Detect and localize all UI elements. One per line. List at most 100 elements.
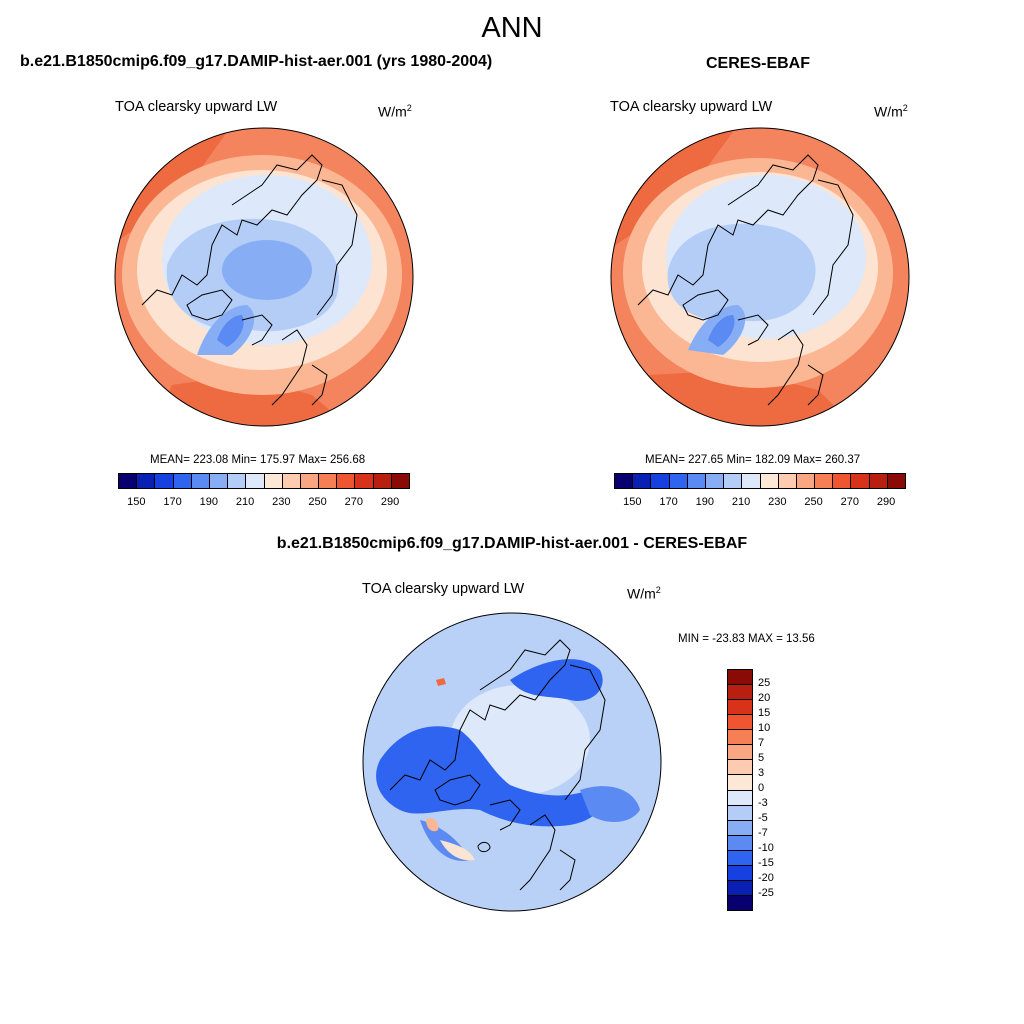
diff-colorbar-label: -5	[758, 812, 768, 824]
obs-panel-title: CERES-EBAF	[706, 55, 811, 72]
model-colorbar-swatch	[391, 474, 409, 488]
diff-colorbar-labels: 25 20 15 10 7 5 3 0 -3 -5 -7 -10 -15 -20 -25	[758, 669, 798, 909]
obs-colorbar-swatch	[742, 474, 761, 488]
obs-colorbar-swatch	[651, 474, 670, 488]
obs-colorbar-tick-label: 270	[840, 496, 859, 508]
obs-polar-map	[610, 127, 910, 427]
model-stats: MEAN= 223.08 Min= 175.97 Max= 256.68	[150, 454, 366, 466]
diff-colorbar-label: 20	[758, 692, 771, 704]
diff-colorbar-swatch	[728, 760, 752, 776]
diff-colorbar-swatch	[728, 700, 752, 716]
model-colorbar-tick-label: 270	[344, 496, 363, 508]
obs-colorbar-tick-label: 210	[731, 496, 751, 508]
obs-colorbar-tick-label: 150	[623, 496, 642, 508]
diff-colorbar-label: -15	[758, 857, 774, 869]
model-colorbar-tick-label: 190	[199, 496, 218, 508]
model-colorbar-swatch	[209, 474, 229, 488]
obs-colorbar-swatch	[687, 474, 706, 488]
diff-colorbar-swatch	[728, 790, 752, 806]
diff-coastlines	[389, 639, 606, 891]
diff-map-fill	[363, 613, 661, 911]
obs-colorbar-swatch	[778, 474, 797, 488]
diff-colorbar-label: 25	[758, 677, 771, 689]
diff-colorbar-label: 10	[758, 722, 771, 734]
diff-colorbar-swatch	[728, 775, 752, 791]
model-colorbar-swatch	[119, 474, 138, 488]
model-colorbar-swatch	[173, 474, 192, 488]
diff-colorbar-swatch	[728, 880, 752, 896]
diff-colorbar-swatch	[728, 715, 752, 731]
obs-colorbar-swatch	[796, 474, 816, 488]
obs-colorbar-swatch	[869, 474, 888, 488]
obs-colorbar-tick-label: 170	[659, 496, 678, 508]
model-colorbar-swatch	[228, 474, 247, 488]
model-colorbar-tick-label: 170	[163, 496, 182, 508]
model-map-border	[114, 127, 414, 427]
diff-colorbar-swatch	[728, 865, 752, 881]
diff-colorbar-swatch	[728, 745, 752, 761]
model-colorbar-tick-label: 150	[127, 496, 146, 508]
diff-colorbar-swatch	[728, 685, 752, 701]
diff-colorbar-swatch	[728, 820, 752, 836]
diff-colorbar-label: -20	[758, 872, 774, 884]
diff-colorbar-label: -25	[758, 887, 774, 899]
model-coastlines	[141, 154, 358, 406]
obs-colorbar-swatch	[851, 474, 870, 488]
diff-colorbar-label: 5	[758, 752, 765, 764]
figure-title: ANN	[481, 12, 543, 44]
obs-variable-label: TOA clearsky upward LW	[610, 99, 773, 115]
model-colorbar-swatch	[191, 474, 210, 488]
obs-colorbar-tick-label: 230	[768, 496, 787, 508]
model-polar-map	[114, 127, 414, 427]
diff-map-border	[362, 612, 662, 912]
diff-variable-label: TOA clearsky upward LW	[362, 581, 525, 597]
diff-colorbar-swatch	[728, 850, 752, 866]
diff-colorbar-swatch	[728, 670, 752, 686]
model-colorbar-swatch	[337, 474, 356, 488]
model-colorbar-swatch	[137, 474, 156, 488]
obs-colorbar-swatch	[887, 474, 905, 488]
obs-colorbar	[614, 473, 906, 489]
obs-colorbar-swatch	[760, 474, 779, 488]
obs-colorbar-tick-label: 290	[876, 496, 896, 508]
diff-colorbar	[727, 669, 753, 911]
diff-units-label: W/m2	[627, 585, 661, 602]
model-colorbar-tick-label: 250	[308, 496, 327, 508]
diff-colorbar-swatch	[728, 805, 752, 821]
diff-colorbar-label: -3	[758, 797, 768, 809]
diff-colorbar-label: 0	[758, 782, 765, 794]
model-map-fill	[115, 128, 413, 426]
obs-units-label: W/m2	[874, 103, 908, 120]
model-colorbar-swatch	[155, 474, 174, 488]
obs-colorbar-tick-label: 250	[804, 496, 823, 508]
model-colorbar-swatch	[246, 474, 265, 488]
diff-colorbar-swatch	[728, 730, 752, 746]
obs-map-fill	[611, 128, 909, 426]
obs-colorbar-swatch	[833, 474, 852, 488]
model-colorbar-swatch	[282, 474, 301, 488]
model-colorbar-tick-label: 230	[272, 496, 291, 508]
model-colorbar-swatch	[355, 474, 374, 488]
model-colorbar	[118, 473, 410, 489]
model-colorbar-swatch	[319, 474, 338, 488]
obs-colorbar-swatch	[615, 474, 634, 488]
obs-colorbar-tick-label: 190	[695, 496, 714, 508]
diff-polar-map	[362, 612, 662, 912]
model-colorbar-tick-label: 290	[380, 496, 400, 508]
diff-colorbar-label: -10	[758, 842, 774, 854]
obs-colorbar-ticks: 150 170 190 210 230 250 270 290	[614, 496, 904, 510]
obs-coastlines	[637, 154, 854, 406]
diff-colorbar-label: 7	[758, 737, 765, 749]
diff-colorbar-label: -7	[758, 827, 768, 839]
obs-colorbar-swatch	[815, 474, 834, 488]
diff-colorbar-label: 3	[758, 767, 765, 779]
model-panel-title: b.e21.B1850cmip6.f09_g17.DAMIP-hist-aer.…	[20, 53, 493, 70]
diff-panel-title: b.e21.B1850cmip6.f09_g17.DAMIP-hist-aer.…	[276, 535, 748, 552]
diff-colorbar-swatch	[728, 895, 752, 910]
obs-colorbar-swatch	[669, 474, 688, 488]
model-colorbar-swatch	[264, 474, 283, 488]
model-units-label: W/m2	[378, 103, 412, 120]
model-colorbar-swatch	[373, 474, 392, 488]
obs-stats: MEAN= 227.65 Min= 182.09 Max= 260.37	[645, 454, 861, 466]
diff-stats: MIN = -23.83 MAX = 13.56	[678, 633, 815, 645]
